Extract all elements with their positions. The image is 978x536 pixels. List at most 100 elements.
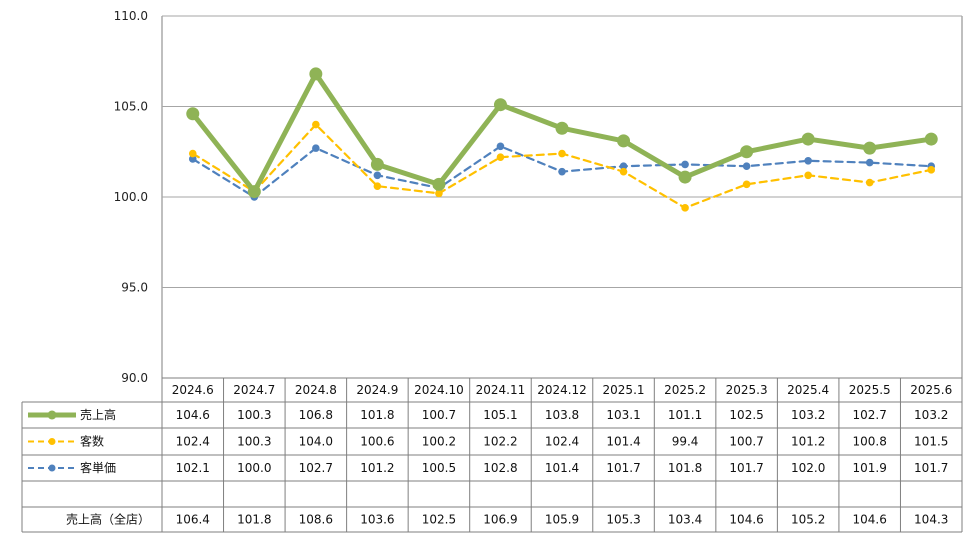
- legend-key-2: [28, 464, 76, 472]
- y-tick-label: 95.0: [121, 281, 148, 295]
- data-cell: 102.7: [299, 461, 333, 475]
- data-cell: 102.4: [545, 435, 579, 449]
- x-tick-label: 2024.9: [356, 383, 398, 397]
- data-cell: 104.6: [176, 408, 210, 422]
- data-point: [742, 162, 751, 171]
- data-cell: 102.7: [853, 408, 887, 422]
- legend-key-1: [28, 438, 76, 445]
- data-cell: 100.5: [422, 461, 456, 475]
- x-tick-label: 2024.10: [414, 383, 464, 397]
- series-line: [191, 123, 933, 209]
- x-tick-label: 2025.1: [603, 383, 645, 397]
- data-cell: 106.9: [483, 513, 517, 527]
- data-point: [927, 166, 936, 174]
- y-tick-label: 90.0: [121, 371, 148, 385]
- data-point: [188, 155, 197, 163]
- data-cell: 103.8: [545, 408, 579, 422]
- data-cell: 101.9: [853, 461, 887, 475]
- x-tick-label: 2025.3: [726, 383, 768, 397]
- data-point: [678, 170, 692, 184]
- x-tick-label: 2024.11: [476, 383, 526, 397]
- data-cell: 101.5: [914, 435, 948, 449]
- gridlines: [161, 15, 963, 379]
- data-point: [432, 177, 446, 191]
- data-point: [373, 182, 382, 190]
- data-cell: 101.1: [668, 408, 702, 422]
- series-0: [186, 67, 938, 199]
- data-cell: 101.7: [729, 461, 763, 475]
- data-point: [865, 158, 874, 167]
- data-point: [558, 167, 566, 176]
- data-cell: 101.4: [606, 435, 640, 449]
- row-label: 売上高: [80, 407, 116, 422]
- data-cell: 105.2: [791, 513, 825, 527]
- data-cell: 105.3: [606, 513, 640, 527]
- x-tick-label: 2024.8: [295, 383, 337, 397]
- data-cell: 99.4: [672, 435, 699, 449]
- row-label: 客単価: [80, 460, 116, 475]
- data-cell: 100.3: [237, 435, 271, 449]
- data-point: [188, 149, 197, 158]
- data-cell: 101.7: [914, 461, 948, 475]
- data-point: [186, 107, 200, 121]
- data-cell: 106.8: [299, 408, 333, 422]
- data-point: [863, 141, 877, 155]
- data-cell: 102.4: [176, 435, 210, 449]
- data-point: [617, 134, 631, 148]
- data-cell: 101.2: [791, 435, 825, 449]
- data-point: [312, 120, 320, 129]
- x-tick-label: 2024.6: [172, 383, 214, 397]
- x-tick-label: 2024.7: [233, 383, 275, 397]
- data-cell: 102.5: [422, 513, 456, 527]
- data-cell: 103.1: [606, 408, 640, 422]
- data-point: [370, 157, 384, 171]
- data-point: [681, 204, 689, 212]
- data-cell: 101.8: [668, 461, 702, 475]
- data-cell: 108.6: [299, 513, 333, 527]
- data-cell: 101.4: [545, 461, 579, 475]
- data-cell: 100.3: [237, 408, 271, 422]
- data-cell: 100.6: [360, 435, 394, 449]
- legend-marker: [48, 464, 56, 472]
- data-point: [865, 178, 874, 187]
- data-cell: 101.8: [237, 513, 271, 527]
- data-cell: 102.8: [483, 461, 517, 475]
- data-cell: 100.7: [422, 408, 456, 422]
- data-cell: 103.4: [668, 513, 702, 527]
- data-cell: 103.6: [360, 513, 394, 527]
- data-point: [312, 144, 320, 152]
- legend-key-0: [28, 410, 76, 420]
- data-point: [373, 171, 382, 180]
- data-cell: 101.7: [606, 461, 640, 475]
- y-tick-label: 105.0: [114, 100, 148, 114]
- data-cell: 102.5: [729, 408, 763, 422]
- data-point: [619, 167, 628, 176]
- data-cell: 101.8: [360, 408, 394, 422]
- data-cell: 105.1: [483, 408, 517, 422]
- y-tick-label: 100.0: [114, 190, 148, 204]
- data-point: [555, 121, 569, 135]
- data-cell: 104.3: [914, 513, 948, 527]
- data-point: [619, 162, 628, 171]
- data-point: [740, 145, 754, 159]
- data-point: [804, 157, 812, 165]
- data-cell: 104.0: [299, 435, 333, 449]
- data-table: 2024.6 2024.7 2024.8 2024.9 2024.10 2024.11 20…: [21, 377, 963, 533]
- data-cell: 101.2: [360, 461, 394, 475]
- series-lines: [186, 67, 938, 212]
- data-cell: 106.4: [176, 513, 210, 527]
- data-cell: 100.2: [422, 435, 456, 449]
- y-tick-label: 110.0: [114, 9, 148, 23]
- data-cell: 100.8: [853, 435, 887, 449]
- data-point: [804, 171, 812, 180]
- data-point: [558, 149, 566, 158]
- data-cell: 102.1: [176, 461, 210, 475]
- data-point: [742, 180, 751, 189]
- data-point: [493, 98, 507, 112]
- data-point: [496, 142, 505, 151]
- data-cell: 100.0: [237, 461, 271, 475]
- data-cell: 103.2: [914, 408, 948, 422]
- data-cell: 102.0: [791, 461, 825, 475]
- legend-marker: [48, 438, 56, 445]
